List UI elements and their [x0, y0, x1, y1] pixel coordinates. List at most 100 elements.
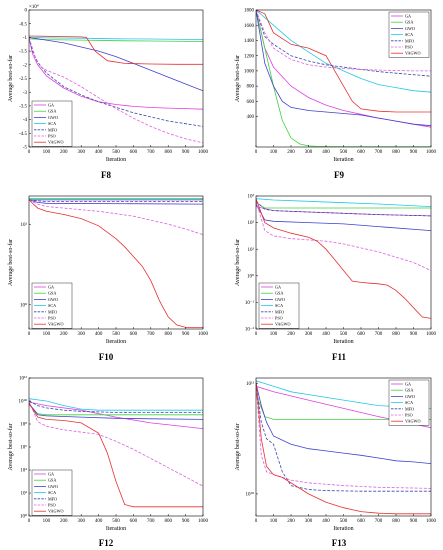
panel-title: F9 — [334, 170, 344, 180]
y-tick-label: 10⁸ — [20, 422, 27, 428]
x-tick-label: 300 — [77, 150, 85, 155]
x-tick-label: 1000 — [198, 519, 209, 524]
y-tick-label: 1400 — [244, 39, 255, 44]
y-tick-label: -1 — [23, 36, 28, 41]
x-axis-label: Iteration — [106, 157, 126, 163]
legend-label-pso: PSO — [275, 316, 283, 321]
panel-title: F12 — [99, 538, 114, 548]
y-tick-label: 400 — [247, 115, 255, 120]
y-tick-label: 1800 — [244, 9, 255, 14]
y-axis-label: Average best-so-far — [234, 239, 241, 286]
chart-panel-f8: 0 100 200 300 400 500 600 700 800 900 1000 0 -0.5 -1 -… — [7, 4, 209, 163]
x-tick-label: 800 — [164, 150, 172, 155]
x-tick-label: 900 — [182, 519, 190, 524]
x-axis-label: Iteration — [333, 526, 353, 532]
series-line-mfo — [256, 10, 431, 77]
y-tick-label: 10⁻² — [245, 327, 255, 333]
x-tick-label: 200 — [60, 332, 68, 337]
y-axis-label: Average best-so-far — [234, 423, 241, 470]
series-line-pso — [256, 201, 431, 271]
legend-label-mfo: MFO — [405, 38, 414, 43]
x-tick-label: 0 — [28, 332, 31, 337]
y-tick-label: 0 — [25, 9, 28, 14]
x-tick-label: 400 — [322, 332, 330, 337]
series-line-gwo — [29, 37, 203, 92]
chart-panel-f10: 0 100 200 300 400 500 600 700 800 900 1000 10⁰ 10¹ It… — [7, 195, 209, 345]
y-axis-label: Average best-so-far — [7, 239, 14, 286]
y-tick-label: 10⁴ — [20, 468, 27, 474]
legend-label-sca: SCA — [48, 121, 56, 126]
x-tick-label: 300 — [77, 519, 85, 524]
y-tick-label: 10¹² — [19, 376, 27, 382]
y-tick-label: -4.5 — [19, 132, 27, 137]
series-line-gwo — [29, 199, 203, 205]
legend-label-sca: SCA — [405, 400, 413, 405]
x-tick-label: 1000 — [198, 150, 209, 155]
y-tick-label: 1600 — [244, 24, 255, 29]
x-tick-label: 900 — [182, 150, 190, 155]
series-line-pso — [29, 37, 203, 144]
series-line-mfo — [29, 37, 203, 127]
series-line-sca — [29, 37, 203, 40]
series-group — [29, 398, 203, 508]
x-tick-label: 700 — [147, 150, 155, 155]
legend-label-ga: GA — [48, 103, 54, 108]
series-line-vagwo — [29, 199, 203, 328]
y-tick-label: 10⁰ — [20, 514, 27, 520]
chart-panel-f12: 0 100 200 300 400 500 600 700 800 900 1000 10⁰ 10² 10… — [7, 376, 209, 532]
x-tick-label: 900 — [410, 150, 418, 155]
x-tick-label: 300 — [305, 519, 313, 524]
x-tick-label: 500 — [112, 150, 120, 155]
chart-panel-f13: 0 100 200 300 400 500 600 700 800 900 1000 10¹⁰ 10¹²… — [234, 377, 437, 532]
y-tick-label: -2.5 — [19, 77, 27, 82]
x-tick-label: 900 — [410, 332, 418, 337]
series-line-gsa — [256, 394, 431, 420]
legend-label-pso: PSO — [48, 316, 56, 321]
y-tick-label: 10² — [21, 491, 28, 497]
legend-label-ga: GA — [48, 472, 54, 477]
x-tick-label: 700 — [375, 150, 383, 155]
legend-label-gwo: GWO — [275, 297, 285, 302]
legend-label-mfo: MFO — [48, 309, 57, 314]
y-tick-label: 600 — [247, 100, 255, 105]
x-tick-label: 600 — [130, 519, 138, 524]
y-tick-label: 800 — [247, 85, 255, 90]
panel-title: F11 — [332, 352, 347, 362]
y-tick-label: 10¹² — [246, 381, 254, 387]
y-axis-label: Average best-so-far — [234, 55, 241, 102]
y-tick-label: 10¹⁰ — [245, 492, 254, 498]
panel-title: F10 — [99, 352, 114, 362]
legend-label-sca: SCA — [48, 490, 56, 495]
legend-label-pso: PSO — [48, 503, 56, 508]
x-axis-label: Iteration — [333, 157, 353, 163]
legend-label-vagwo: VAGWO — [405, 51, 421, 56]
x-tick-label: 300 — [77, 332, 85, 337]
series-line-gwo — [29, 403, 203, 420]
x-tick-label: 900 — [410, 519, 418, 524]
x-tick-label: 300 — [305, 332, 313, 337]
legend-label-ga: GA — [275, 285, 281, 290]
series-line-sca — [256, 10, 431, 93]
series-line-sca — [29, 398, 203, 411]
x-tick-label: 100 — [270, 150, 278, 155]
x-tick-label: 0 — [255, 150, 258, 155]
legend-label-mfo: MFO — [405, 406, 414, 411]
y-tick-label: -0.5 — [19, 22, 27, 27]
x-tick-label: 1000 — [426, 519, 437, 524]
y-tick-label: 10⁶ — [20, 445, 27, 451]
y-tick-label: 1200 — [244, 54, 255, 59]
x-tick-label: 400 — [322, 150, 330, 155]
x-tick-label: 500 — [340, 332, 348, 337]
y-tick-label: 10⁰ — [247, 273, 254, 279]
x-tick-label: 100 — [270, 332, 278, 337]
legend-label-gwo: GWO — [405, 26, 415, 31]
x-axis-label: Iteration — [106, 339, 126, 345]
series-line-pso — [29, 400, 203, 487]
y-tick-label: 10¹ — [21, 222, 28, 228]
series-line-mfo — [256, 201, 431, 217]
x-tick-label: 600 — [357, 332, 365, 337]
x-tick-label: 600 — [130, 150, 138, 155]
legend-label-sca: SCA — [275, 303, 283, 308]
